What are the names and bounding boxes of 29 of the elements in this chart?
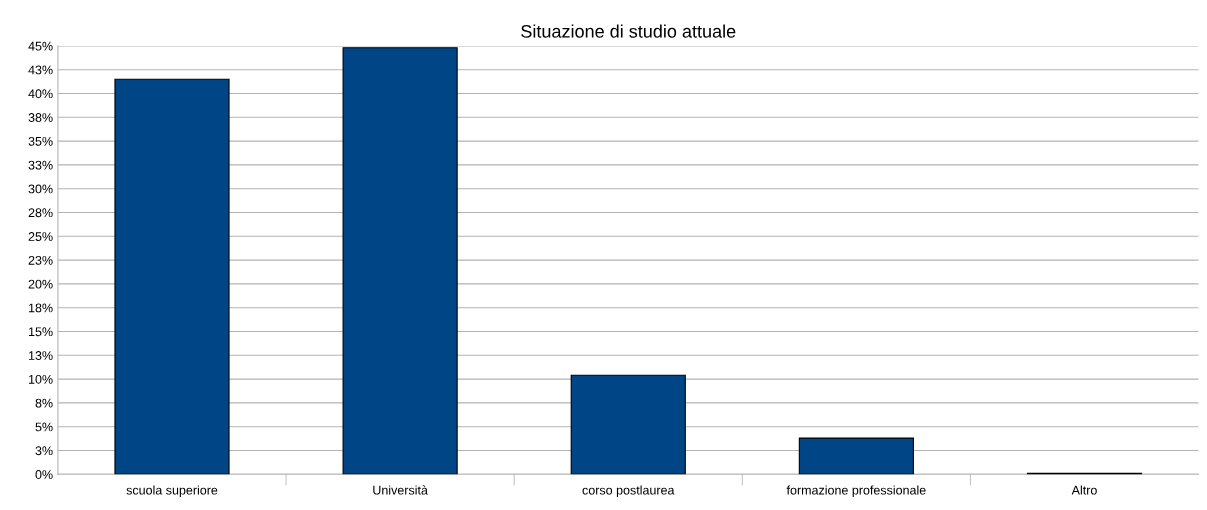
y-tick-label: 13% [29,351,53,360]
y-tick-label: 30% [28,184,53,194]
y-tick-label: 43% [28,65,53,75]
y-tick-label: 10% [29,374,53,384]
y-tick-label: 15% [29,327,53,337]
y-tick-label: 3% [35,446,53,456]
y-tick-label: 40% [28,89,53,99]
y-tick-label: 38% [28,113,53,122]
chart-title: Situazione di studio attuale [521,24,736,38]
bar [798,437,914,475]
y-tick-label: 8% [35,398,53,408]
x-tick-label: formazione professionale [786,485,926,498]
bar [342,47,458,475]
y-tick-label: 23% [28,255,53,265]
y-tick-label: 18% [29,303,53,313]
y-tick-label: 20% [28,279,53,289]
x-tick-label: Università [373,485,428,495]
y-tick-label: 45% [28,41,53,51]
y-tick-label: 28% [28,208,53,218]
y-tick-label: 5% [35,422,53,432]
y-tick-label: 25% [28,232,53,241]
x-tick-label: scuola superiore [126,485,218,498]
y-tick-label: 35% [28,136,53,146]
bar [570,374,686,475]
x-tick-label: corso postlaurea [582,485,675,498]
x-tick-label: Altro [1071,485,1097,495]
bar [114,78,230,475]
y-tick-label: 33% [28,160,53,170]
y-tick-label: 0% [35,470,53,479]
